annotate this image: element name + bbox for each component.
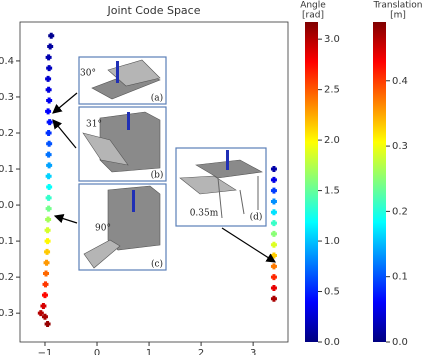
y-tick-label: −0.1 [0,236,14,247]
point [46,152,52,158]
colorbar-tick-label: 1.0 [324,236,340,247]
colorbar-label: [rad] [302,11,324,21]
colorbar-tick-label: 1.5 [324,186,340,197]
colorbar-tick-label: 0.3 [392,141,408,152]
point [46,98,52,104]
colorbar-tick-label: 0.0 [392,337,408,348]
point [47,44,53,50]
point [46,195,52,201]
x-tick-label: 1 [146,348,152,355]
point [45,227,51,233]
point [271,188,277,194]
colorbar-tick-label: 0.2 [392,206,408,217]
point [48,33,54,39]
arrow [222,228,275,262]
axis-icon [226,150,229,170]
inset-note: 31° [86,120,102,130]
colorbar-tick-label: 3.0 [324,34,340,45]
point [42,292,48,298]
colorbar-tick-label: 0.0 [324,337,340,348]
colorbar-tick-label: 2.5 [324,85,340,96]
inset-tag: (b) [151,170,164,181]
point [271,296,277,302]
point [46,162,52,168]
colorbar-label: Angle [300,1,326,11]
insets [53,57,275,270]
chart-title: Joint Code Space [107,4,201,17]
axis-icon [132,190,135,212]
point [271,166,277,172]
point [45,216,51,222]
point [271,231,277,237]
point [47,119,53,125]
point [46,141,52,147]
point [271,220,277,226]
inset-note: 90° [95,224,111,234]
y-tick-label: 0.2 [0,128,14,139]
point [38,310,44,316]
point [45,321,51,327]
y-tick-label: −0.2 [0,272,14,283]
colorbar [373,22,386,342]
colorbar-label: [m] [390,11,406,21]
axis-icon [127,112,130,130]
point [45,76,51,82]
colorbar-tick-label: 0.5 [324,287,340,298]
point [46,206,52,212]
x-tick-label: 3 [250,348,256,355]
point [46,87,52,93]
point [46,54,52,60]
point [46,173,52,179]
x-tick-label: 0 [94,348,100,355]
inset-note: 0.35m [190,209,219,219]
y-tick-label: −0.3 [0,308,14,319]
colorbar-tick-label: 0.1 [392,272,408,283]
axis-icon [116,61,119,83]
x-tick-label: −1 [38,348,53,355]
point [44,260,50,266]
point [46,184,52,190]
inset-tag: (c) [151,259,163,270]
colorbar-tick-label: 2.0 [324,135,340,146]
colorbar-tick-label: 0.4 [392,76,408,87]
chart: Joint Code Space −1 0 1 2 3 −0.3 −0.2 −0.1 0.0 0.… [0,0,437,355]
point [271,285,277,291]
y-tick-label: 0.4 [0,56,14,67]
point [44,249,50,255]
point [271,198,277,204]
point [40,303,46,309]
point [43,271,49,277]
point [271,263,277,269]
colorbar [305,22,318,342]
arrow [55,216,77,223]
point [271,274,277,280]
y-tick-label: 0.3 [0,92,14,103]
point [45,238,51,244]
point [46,130,52,136]
point [271,177,277,183]
y-tick-label: 0.1 [0,164,14,175]
inset-note: 30° [80,69,96,79]
point [271,242,277,248]
arrow [53,120,76,148]
point [42,314,48,320]
x-tick-label: 2 [198,348,204,355]
point [271,253,277,259]
inset-tag: (a) [151,93,163,104]
colorbar-label: Translation [372,1,422,11]
point [45,108,51,114]
point [46,65,52,71]
y-tick-label: 0.0 [0,200,14,211]
point [42,281,48,287]
point [271,209,277,215]
arrow [53,93,77,113]
inset-tag: (d) [250,212,263,223]
